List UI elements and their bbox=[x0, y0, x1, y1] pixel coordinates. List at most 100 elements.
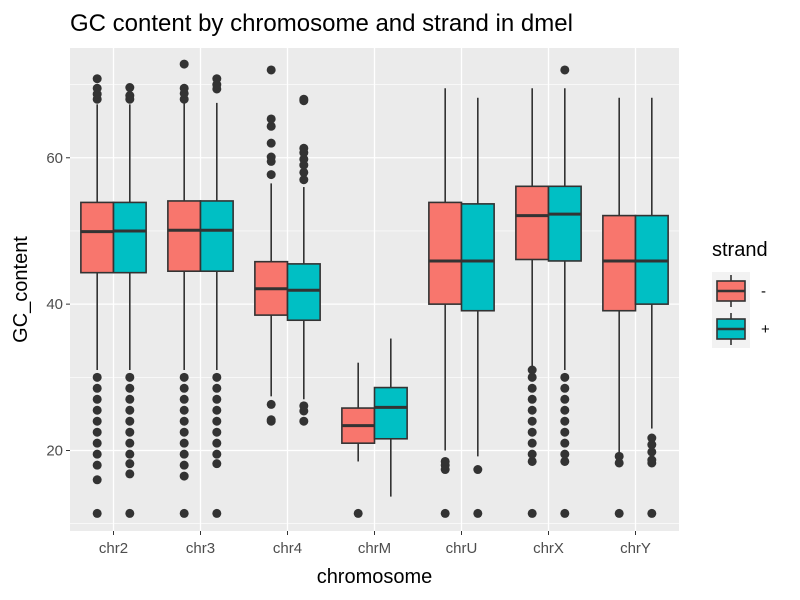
outlier-point bbox=[212, 508, 222, 518]
outlier-point bbox=[560, 416, 570, 426]
box-body bbox=[286, 263, 321, 322]
outlier-point bbox=[212, 459, 222, 469]
outlier-point bbox=[299, 143, 309, 153]
outlier-point bbox=[560, 372, 570, 382]
outlier-point bbox=[92, 508, 102, 518]
outlier-point bbox=[179, 372, 189, 382]
outlier-point bbox=[560, 394, 570, 404]
outlier-point bbox=[266, 152, 276, 162]
outlier-point bbox=[560, 456, 570, 466]
y-tick-label: 40 bbox=[46, 296, 63, 313]
legend-label: - bbox=[761, 283, 766, 300]
outlier-point bbox=[179, 427, 189, 437]
outlier-point bbox=[560, 427, 570, 437]
outlier-point bbox=[527, 365, 537, 375]
box-chrU-plus bbox=[460, 97, 495, 518]
outlier-point bbox=[212, 74, 222, 84]
outlier-point bbox=[527, 383, 537, 393]
box-chrM-plus bbox=[373, 338, 408, 497]
outlier-point bbox=[212, 427, 222, 437]
outlier-point bbox=[92, 416, 102, 426]
outlier-point bbox=[473, 465, 483, 475]
box-body bbox=[80, 201, 115, 274]
outlier-point bbox=[92, 427, 102, 437]
outlier-point bbox=[614, 508, 624, 518]
chart-title: GC content by chromosome and strand in d… bbox=[70, 10, 573, 37]
outlier-point bbox=[92, 383, 102, 393]
box-chrM-minus bbox=[341, 362, 376, 518]
box-chr2-minus bbox=[80, 74, 115, 518]
box-body bbox=[460, 203, 495, 312]
legend-title: strand bbox=[712, 239, 768, 261]
outlier-point bbox=[179, 471, 189, 481]
outlier-point bbox=[560, 438, 570, 448]
box-body bbox=[515, 185, 550, 261]
outlier-point bbox=[266, 415, 276, 425]
outlier-point bbox=[92, 405, 102, 415]
outlier-point bbox=[179, 383, 189, 393]
outlier-point bbox=[353, 508, 363, 518]
outlier-point bbox=[125, 449, 135, 459]
box-chr4-minus bbox=[254, 65, 289, 426]
outlier-point bbox=[647, 440, 657, 450]
box-body bbox=[428, 201, 463, 305]
legend-key-plus bbox=[712, 310, 750, 348]
box-body bbox=[112, 201, 147, 274]
box-body bbox=[547, 185, 582, 262]
box-plots bbox=[80, 59, 669, 518]
x-tick-label: chrY bbox=[620, 540, 651, 557]
outlier-point bbox=[125, 427, 135, 437]
box-chr2-plus bbox=[112, 83, 147, 518]
outlier-point bbox=[212, 383, 222, 393]
outlier-point bbox=[560, 65, 570, 75]
outlier-point bbox=[92, 449, 102, 459]
outlier-point bbox=[125, 508, 135, 518]
outlier-point bbox=[125, 83, 135, 93]
legend-label: + bbox=[761, 321, 770, 338]
y-axis-ticks: 20 40 60 bbox=[46, 150, 70, 460]
outlier-point bbox=[299, 175, 309, 185]
x-tick-label: chrX bbox=[533, 540, 564, 557]
outlier-point bbox=[614, 451, 624, 461]
outlier-point bbox=[299, 401, 309, 411]
outlier-point bbox=[440, 456, 450, 466]
box-chrX-plus bbox=[547, 65, 582, 518]
outlier-point bbox=[179, 449, 189, 459]
legend: strand - + bbox=[712, 239, 770, 348]
outlier-point bbox=[527, 372, 537, 382]
outlier-point bbox=[125, 383, 135, 393]
outlier-point bbox=[92, 372, 102, 382]
outlier-point bbox=[212, 394, 222, 404]
outlier-point bbox=[92, 394, 102, 404]
box-chr4-plus bbox=[286, 94, 321, 426]
outlier-point bbox=[299, 154, 309, 164]
outlier-point bbox=[92, 438, 102, 448]
outlier-point bbox=[125, 469, 135, 479]
outlier-point bbox=[179, 508, 189, 518]
outlier-point bbox=[179, 83, 189, 93]
outlier-point bbox=[299, 167, 309, 177]
outlier-point bbox=[527, 416, 537, 426]
box-chrU-minus bbox=[428, 88, 463, 518]
outlier-point bbox=[179, 460, 189, 470]
outlier-point bbox=[125, 459, 135, 469]
outlier-point bbox=[527, 508, 537, 518]
outlier-point bbox=[179, 59, 189, 69]
outlier-point bbox=[266, 114, 276, 124]
outlier-point bbox=[614, 458, 624, 468]
outlier-point bbox=[125, 91, 135, 101]
x-tick-label: chr3 bbox=[186, 540, 215, 557]
outlier-point bbox=[266, 399, 276, 409]
box-chrX-minus bbox=[515, 88, 550, 518]
outlier-point bbox=[212, 405, 222, 415]
outlier-point bbox=[299, 416, 309, 426]
outlier-point bbox=[560, 508, 570, 518]
outlier-point bbox=[527, 438, 537, 448]
outlier-point bbox=[125, 372, 135, 382]
outlier-point bbox=[299, 94, 309, 104]
outlier-point bbox=[647, 447, 657, 457]
outlier-point bbox=[125, 416, 135, 426]
outlier-point bbox=[266, 170, 276, 180]
outlier-point bbox=[266, 138, 276, 148]
